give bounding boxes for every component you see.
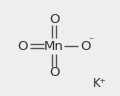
Text: O: O (49, 66, 59, 79)
Text: Mn: Mn (44, 40, 64, 53)
Text: O: O (80, 40, 90, 53)
Text: O: O (49, 13, 59, 26)
Text: ⁻: ⁻ (88, 36, 93, 46)
Text: K⁺: K⁺ (93, 77, 106, 90)
Text: O: O (18, 40, 28, 53)
